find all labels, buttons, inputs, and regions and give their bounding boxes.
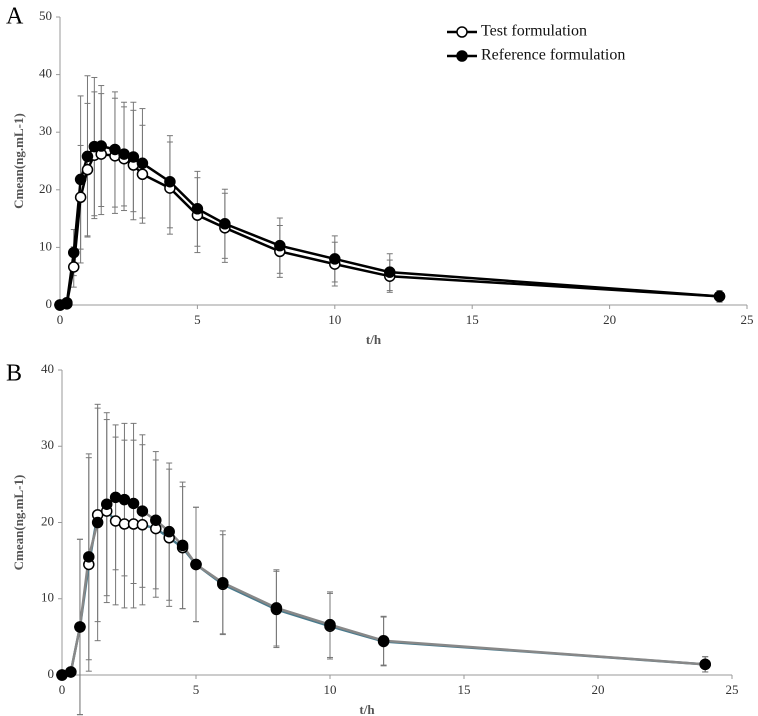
y-tick-label: 10 — [41, 590, 54, 605]
y-tick-label: 40 — [39, 66, 52, 81]
legend-marker — [456, 26, 468, 38]
marker — [67, 246, 80, 259]
marker — [217, 576, 229, 589]
x-tick-label: 5 — [193, 682, 200, 697]
marker — [74, 191, 87, 204]
marker — [150, 514, 162, 526]
marker — [329, 253, 341, 265]
x-tick-label: 0 — [57, 312, 64, 327]
x-tick-label: 25 — [741, 312, 754, 327]
marker — [164, 175, 176, 188]
y-tick-label: 50 — [39, 8, 52, 23]
marker — [136, 505, 149, 517]
x-tick-label: 5 — [194, 312, 201, 327]
y-tick-label: 0 — [48, 666, 55, 681]
x-tick-label: 15 — [466, 312, 479, 327]
marker — [176, 539, 189, 552]
marker — [384, 266, 396, 278]
marker — [713, 290, 726, 303]
marker — [274, 239, 286, 252]
marker — [81, 150, 94, 163]
marker — [219, 218, 231, 230]
marker — [191, 203, 204, 215]
marker — [377, 634, 390, 647]
y-tick-label: 40 — [41, 361, 54, 376]
marker — [324, 618, 336, 631]
marker — [95, 140, 107, 152]
marker — [65, 666, 77, 678]
y-tick-label: 30 — [41, 437, 54, 452]
marker — [163, 525, 175, 538]
x-tick-label: 0 — [59, 682, 66, 697]
x-tick-label: 20 — [603, 312, 616, 327]
x-axis-label: t/h — [366, 332, 382, 347]
marker — [136, 168, 149, 180]
marker — [67, 261, 80, 273]
marker — [74, 173, 87, 186]
x-tick-label: 10 — [328, 312, 341, 327]
x-tick-label: 15 — [458, 682, 471, 697]
marker — [91, 516, 104, 529]
y-tick-label: 20 — [41, 513, 54, 528]
marker — [74, 621, 86, 633]
y-axis-label: Cmean(ng.mL-1) — [11, 475, 26, 571]
y-axis-label: Cmean(ng.mL-1) — [11, 113, 26, 209]
marker — [118, 148, 130, 160]
marker — [127, 497, 140, 510]
panel-label: A — [6, 4, 24, 30]
x-axis-label: t/h — [359, 702, 375, 716]
marker — [190, 558, 202, 571]
y-tick-label: 30 — [39, 123, 52, 138]
marker — [699, 658, 711, 671]
marker — [61, 296, 73, 309]
x-tick-label: 10 — [324, 682, 337, 697]
y-tick-label: 20 — [39, 181, 52, 196]
panel-label: B — [6, 361, 22, 387]
marker — [136, 519, 149, 531]
y-tick-label: 10 — [39, 238, 52, 253]
x-tick-label: 25 — [726, 682, 739, 697]
marker — [127, 151, 140, 163]
marker — [270, 602, 283, 614]
y-tick-label: 0 — [46, 296, 53, 311]
marker — [109, 143, 121, 156]
marker — [101, 498, 113, 510]
x-tick-label: 20 — [592, 682, 605, 697]
legend-label: Test formulation — [481, 23, 587, 40]
marker — [136, 157, 149, 170]
marker — [81, 163, 94, 176]
legend-marker — [456, 50, 468, 62]
legend-label: Reference formulation — [481, 47, 625, 64]
marker — [83, 551, 95, 563]
